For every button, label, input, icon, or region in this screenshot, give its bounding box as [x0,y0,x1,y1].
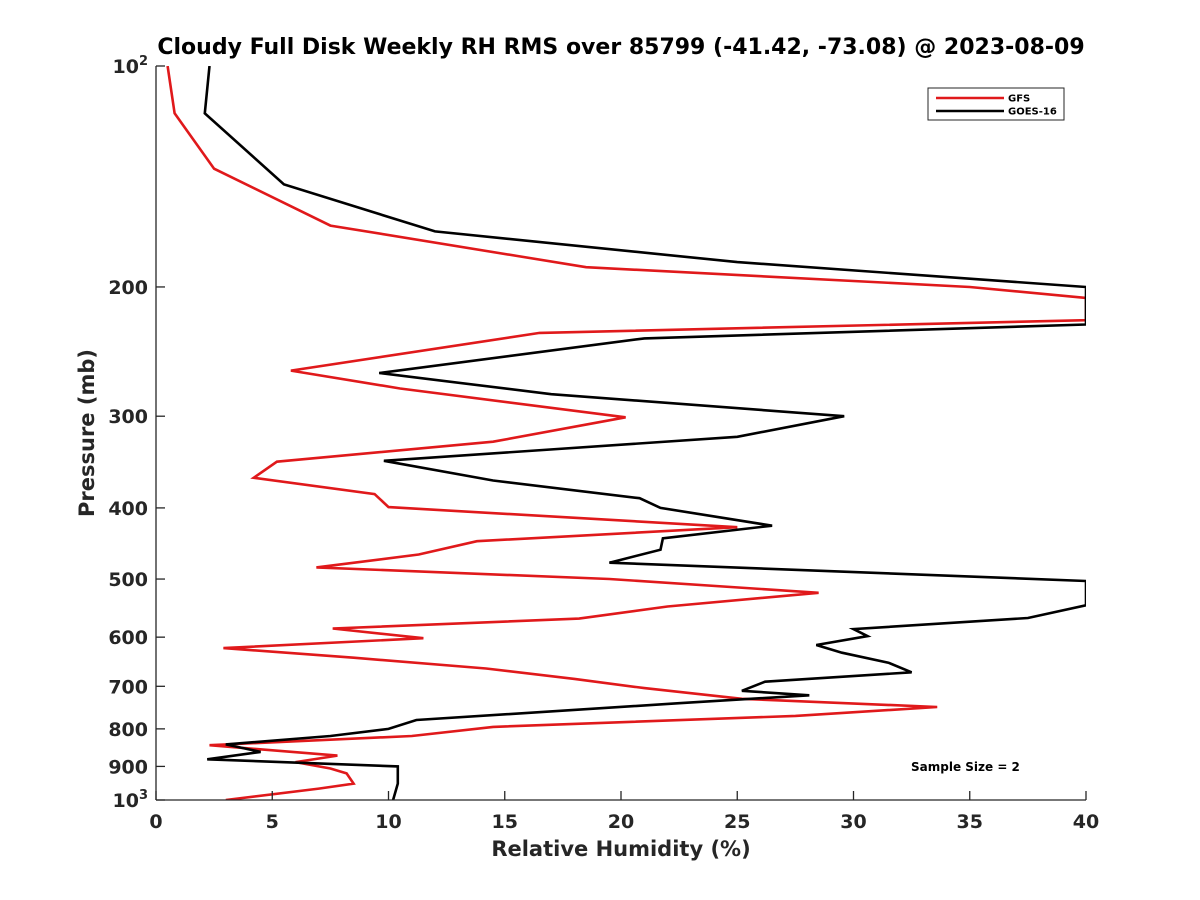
series-line-goes-16 [203,66,1086,800]
x-tick-label: 15 [492,811,518,833]
y-tick-label: 102 [113,54,149,78]
y-tick-label: 300 [108,406,148,428]
y-axis-ticks: 102 200 300 400 500 600 700 800 900 103 [108,54,165,812]
x-tick-label: 10 [375,811,401,833]
legend-box [927,87,1065,121]
y-axis-label: Pressure (mb) [75,349,99,517]
x-tick-label: 40 [1073,811,1099,833]
series-layer [166,66,1086,800]
x-tick-label: 0 [149,811,162,833]
legend: GFS GOES-16 [927,87,1065,121]
x-axis-label: Relative Humidity (%) [491,837,750,861]
x-tick-label: 20 [608,811,634,833]
y-tick-label: 600 [108,627,148,649]
chart-title: Cloudy Full Disk Weekly RH RMS over 8579… [157,35,1084,60]
y-tick-label: 200 [108,277,148,299]
series-line-gfs [166,66,1086,800]
legend-label-goes-16: GOES-16 [1008,107,1057,118]
y-tick-label: 700 [108,676,148,698]
x-tick-label: 25 [724,811,750,833]
x-axis-ticks: 0 5 10 15 20 25 30 35 40 [149,791,1099,833]
sample-size-annotation: Sample Size = 2 [911,760,1020,774]
x-tick-label: 5 [266,811,279,833]
plot-area [156,66,1086,800]
y-tick-label: 500 [108,569,148,591]
x-tick-label: 35 [957,811,983,833]
x-tick-label: 30 [840,811,866,833]
y-tick-label: 400 [108,498,148,520]
y-tick-label: 103 [113,788,149,812]
y-tick-label: 900 [108,756,148,778]
y-tick-label: 800 [108,719,148,741]
legend-label-gfs: GFS [1008,94,1030,105]
